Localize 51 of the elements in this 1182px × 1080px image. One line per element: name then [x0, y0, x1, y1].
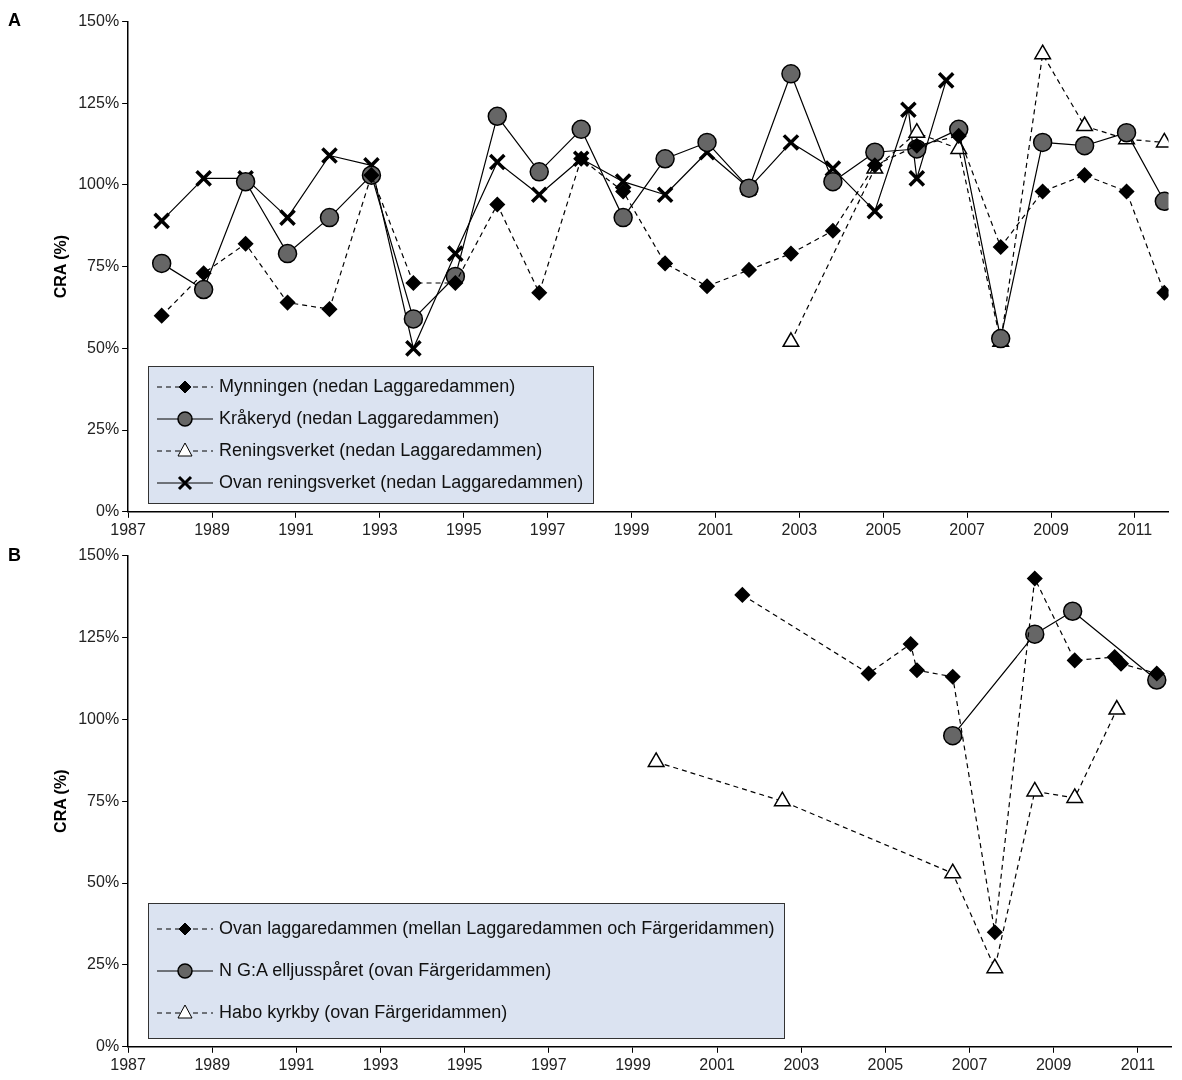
y-tick-label: 50%	[87, 338, 120, 356]
y-tick-label: 25%	[87, 420, 120, 438]
legend-label: Ovan reningsverket (nedan Laggaredammen)	[219, 472, 584, 494]
x-tick-label: 1997	[531, 1055, 567, 1073]
x-tick-label: 1989	[194, 1055, 231, 1073]
x-tick-label: 2005	[867, 1055, 904, 1073]
x-tick-label: 2001	[697, 520, 734, 538]
x-tick-label: 1997	[529, 520, 566, 538]
x-tick-label: 1991	[278, 1055, 315, 1073]
x-tick-label: 2007	[951, 1055, 988, 1073]
legend-label: Mynningen (nedan Laggaredammen)	[219, 376, 516, 398]
y-axis-title: CRA (%)	[52, 769, 70, 833]
y-tick-label: 150%	[78, 546, 120, 564]
x-tick-label: 2001	[699, 1055, 736, 1073]
x-tick-label: 2011	[1120, 1055, 1156, 1073]
legend-label: Reningsverket (nedan Laggaredammen)	[219, 440, 543, 462]
x-tick-label: 1987	[110, 520, 147, 538]
x-tick-label: 1993	[362, 1055, 399, 1073]
y-axis-title: CRA (%)	[52, 234, 70, 299]
x-tick-label: 1993	[362, 520, 398, 538]
x-tick-label: 1995	[445, 520, 482, 538]
y-tick-label: 100%	[78, 175, 120, 193]
y-tick-label: 0%	[96, 1037, 120, 1055]
x-tick-label: 1987	[110, 1055, 147, 1073]
y-tick-label: 50%	[87, 873, 120, 891]
x-tick-label: 2003	[781, 520, 818, 538]
legend-label: Ovan laggaredammen (mellan Laggaredammen och Färgeridammen)	[219, 918, 775, 940]
x-tick-label: 1989	[194, 520, 230, 538]
x-tick-label: 2009	[1033, 520, 1069, 538]
y-tick-label: 25%	[87, 955, 120, 973]
x-tick-label: 1995	[446, 1055, 483, 1073]
x-tick-label: 1999	[615, 1055, 651, 1073]
y-tick-label: 150%	[78, 11, 120, 29]
x-tick-label: 2011	[1117, 520, 1153, 538]
chart-title: B	[8, 545, 21, 566]
x-tick-label: 1991	[278, 520, 314, 538]
x-tick-label: 2005	[865, 520, 902, 538]
y-tick-label: 75%	[87, 257, 120, 275]
x-tick-label: 1999	[613, 520, 650, 538]
y-tick-label: 0%	[96, 502, 120, 520]
chart-title: A	[8, 10, 21, 31]
x-tick-label: 2007	[949, 520, 986, 538]
y-tick-label: 75%	[87, 791, 120, 809]
x-tick-label: 2009	[1035, 1055, 1072, 1073]
y-tick-label: 125%	[78, 93, 120, 111]
y-tick-label: 100%	[78, 709, 120, 727]
legend-label: Habo kyrkby (ovan Färgeridammen)	[219, 1002, 508, 1024]
y-tick-label: 125%	[78, 627, 120, 645]
legend-label: Kråkeryd (nedan Laggaredammen)	[219, 408, 500, 430]
x-tick-label: 2003	[783, 1055, 820, 1073]
legend-label: N G:A elljusspåret (ovan Färgeridammen)	[219, 960, 552, 982]
